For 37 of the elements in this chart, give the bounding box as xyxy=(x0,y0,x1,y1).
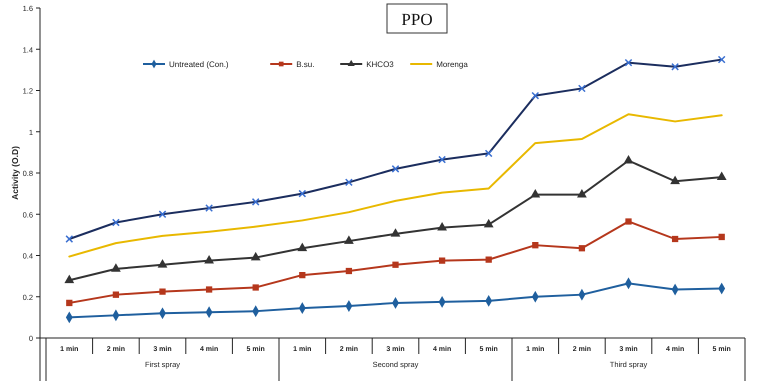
legend-label: Untreated (Con.) xyxy=(169,60,229,69)
point xyxy=(718,234,725,240)
y-axis-title: Activity (O.D) xyxy=(10,146,20,200)
point xyxy=(298,243,307,252)
point xyxy=(346,268,352,274)
line-series xyxy=(68,113,723,258)
point xyxy=(112,292,120,298)
legend-label: KHCO3 xyxy=(366,60,394,69)
point xyxy=(438,222,447,230)
point xyxy=(158,260,168,268)
point xyxy=(299,272,306,278)
point xyxy=(577,190,586,198)
point xyxy=(390,228,400,237)
point xyxy=(486,256,492,263)
point xyxy=(111,264,120,272)
point xyxy=(392,262,399,268)
point xyxy=(672,236,678,242)
point xyxy=(484,219,494,228)
point xyxy=(204,256,214,264)
point xyxy=(159,288,166,295)
point xyxy=(578,245,586,252)
chart-title: PPO xyxy=(401,10,433,29)
point xyxy=(252,284,259,291)
point xyxy=(251,252,260,260)
point xyxy=(530,190,540,198)
point xyxy=(625,218,632,225)
point xyxy=(670,176,680,184)
point xyxy=(344,236,354,244)
point xyxy=(624,155,634,164)
point xyxy=(64,275,74,284)
point xyxy=(66,300,72,306)
point xyxy=(717,172,726,180)
point xyxy=(532,242,538,248)
legend-label: Morenga xyxy=(436,60,468,69)
legend-label: B.su. xyxy=(296,60,314,69)
point xyxy=(206,286,212,293)
point xyxy=(438,258,446,264)
